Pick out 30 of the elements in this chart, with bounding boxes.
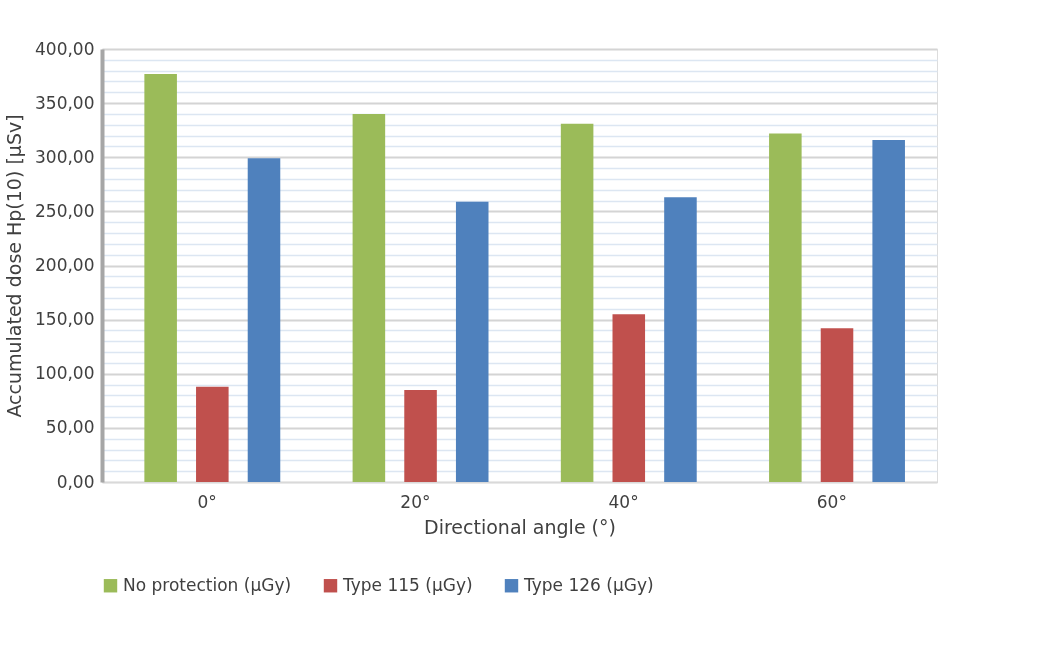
y-tick-label: 100,00 (35, 363, 95, 384)
y-tick-label: 300,00 (35, 146, 95, 167)
bar (769, 133, 802, 482)
y-axis-title: Accumulated dose Hp(10) [µSv] (3, 114, 26, 418)
y-tick-label: 0,00 (56, 471, 95, 492)
x-axis-title: Directional angle (°) (424, 515, 616, 538)
x-tick-label: 0° (197, 491, 217, 512)
y-tick-label: 350,00 (35, 92, 95, 113)
x-tick-label: 40° (608, 491, 639, 512)
bar (144, 73, 177, 482)
bar (247, 158, 281, 482)
bar (664, 197, 697, 482)
bar (560, 123, 594, 482)
x-tick-label: 20° (400, 491, 431, 512)
y-tick-label: 50,00 (45, 417, 95, 438)
legend-label: Type 126 (µGy) (523, 574, 654, 595)
y-tick-label: 200,00 (35, 255, 95, 275)
y-tick-label: 400,00 (35, 38, 95, 59)
bar (196, 386, 229, 482)
legend-label: No protection (µGy) (123, 574, 292, 595)
bar (352, 113, 386, 482)
bar (820, 328, 854, 482)
bar (612, 314, 646, 482)
bar (404, 389, 437, 482)
legend-label: Type 115 (µGy) (342, 574, 473, 595)
y-tick-label: 150,00 (35, 309, 95, 330)
bar (455, 201, 489, 482)
y-tick-label: 250,00 (35, 200, 95, 221)
bar (872, 139, 905, 482)
x-tick-label: 60° (816, 491, 847, 512)
